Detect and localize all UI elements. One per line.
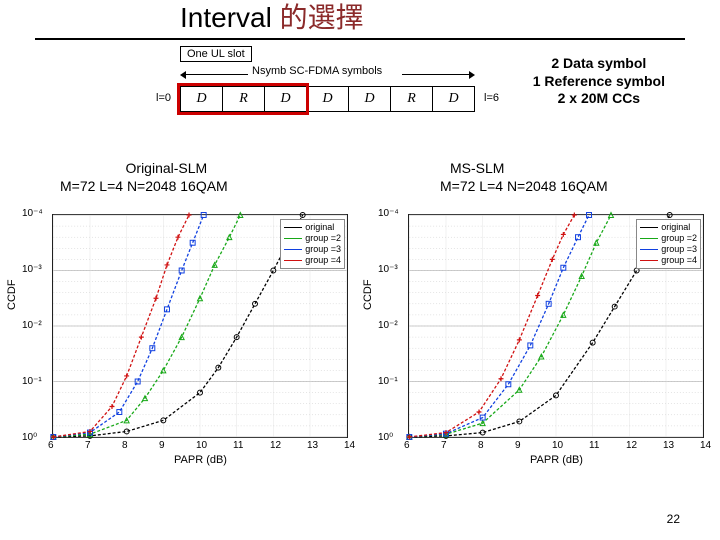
legend-item: group =4	[640, 255, 697, 265]
xtick: 13	[663, 440, 674, 451]
note-l1: 2 Data symbol	[533, 55, 665, 73]
right-label-l1: MS-SLM	[440, 160, 608, 178]
legend-item: group =2	[284, 233, 341, 243]
xtick: 7	[85, 440, 91, 451]
slot-cell: R	[391, 87, 433, 111]
ytick: 10⁰	[22, 432, 37, 443]
left-label-l1: Original-SLM	[60, 160, 228, 178]
arrow-line-left	[186, 74, 248, 75]
note-l2: 1 Reference symbol	[533, 73, 665, 91]
title-latin: Interval	[180, 2, 280, 33]
slot-diagram: One UL slot Nsymb SC-FDMA symbols l=0 DR…	[180, 44, 475, 112]
legend-item: group =4	[284, 255, 341, 265]
xtick: 10	[196, 440, 207, 451]
arrow-left-icon	[180, 71, 186, 79]
slot-cell: D	[433, 87, 474, 111]
ytick: 10⁻¹	[22, 376, 42, 387]
xtick: 8	[478, 440, 484, 451]
ytick: 10⁻³	[22, 264, 42, 275]
arrow-right-icon	[469, 71, 475, 79]
ytick: 10⁻²	[22, 320, 42, 331]
xlabel-left: PAPR (dB)	[174, 454, 227, 466]
ytick: 10⁻¹	[378, 376, 398, 387]
xtick: 9	[515, 440, 521, 451]
top-note: 2 Data symbol 1 Reference symbol 2 x 20M…	[533, 55, 665, 108]
xlabel-right: PAPR (dB)	[530, 454, 583, 466]
charts-row: CCDF originalgroup =2group =3group =4 PA…	[4, 210, 716, 468]
title-cjk: 的選擇	[280, 2, 364, 33]
l-left: l=0	[156, 92, 171, 104]
legend-item: group =3	[640, 244, 697, 254]
ylabel-left: CCDF	[6, 279, 18, 310]
l-right: l=6	[484, 92, 499, 104]
legend-item: group =3	[284, 244, 341, 254]
plot-right: originalgroup =2group =3group =4	[408, 214, 704, 438]
chart-right: CCDF originalgroup =2group =3group =4 PA…	[360, 210, 716, 468]
xtick: 11	[233, 440, 243, 451]
legend: originalgroup =2group =3group =4	[280, 219, 345, 269]
note-l3: 2 x 20M CCs	[533, 90, 665, 108]
chart-left: CCDF originalgroup =2group =3group =4 PA…	[4, 210, 360, 468]
xtick: 6	[404, 440, 410, 451]
right-chart-label: MS-SLM M=72 L=4 N=2048 16QAM	[440, 160, 608, 195]
arrow-line-right	[402, 74, 469, 75]
xtick: 12	[270, 440, 281, 451]
ytick: 10⁰	[378, 432, 393, 443]
ytick: 10⁻²	[378, 320, 398, 331]
ytick: 10⁻⁴	[378, 208, 399, 219]
legend: originalgroup =2group =3group =4	[636, 219, 701, 269]
xtick: 9	[159, 440, 165, 451]
xtick: 14	[344, 440, 355, 451]
plot-left: originalgroup =2group =3group =4	[52, 214, 348, 438]
right-label-l2: M=72 L=4 N=2048 16QAM	[440, 178, 608, 196]
ylabel-right: CCDF	[362, 279, 374, 310]
xtick: 11	[589, 440, 599, 451]
legend-item: original	[640, 222, 697, 232]
left-chart-label: Original-SLM M=72 L=4 N=2048 16QAM	[60, 160, 228, 195]
legend-item: group =2	[640, 233, 697, 243]
slot-box-label: One UL slot	[180, 46, 252, 62]
ytick: 10⁻⁴	[22, 208, 43, 219]
xtick: 12	[626, 440, 637, 451]
slot-cell: D	[349, 87, 391, 111]
red-highlight-box	[177, 83, 309, 115]
xtick: 7	[441, 440, 447, 451]
xtick: 14	[700, 440, 711, 451]
page-number: 22	[667, 512, 680, 526]
arrow-label: Nsymb SC-FDMA symbols	[252, 65, 382, 77]
xtick: 8	[122, 440, 128, 451]
xtick: 10	[552, 440, 563, 451]
page-title: Interval 的選擇	[180, 0, 364, 36]
legend-item: original	[284, 222, 341, 232]
xtick: 13	[307, 440, 318, 451]
slot-cell: D	[307, 87, 349, 111]
xtick: 6	[48, 440, 54, 451]
left-label-l2: M=72 L=4 N=2048 16QAM	[60, 178, 228, 196]
title-bar: Interval 的選擇	[35, 0, 685, 40]
ytick: 10⁻³	[378, 264, 398, 275]
